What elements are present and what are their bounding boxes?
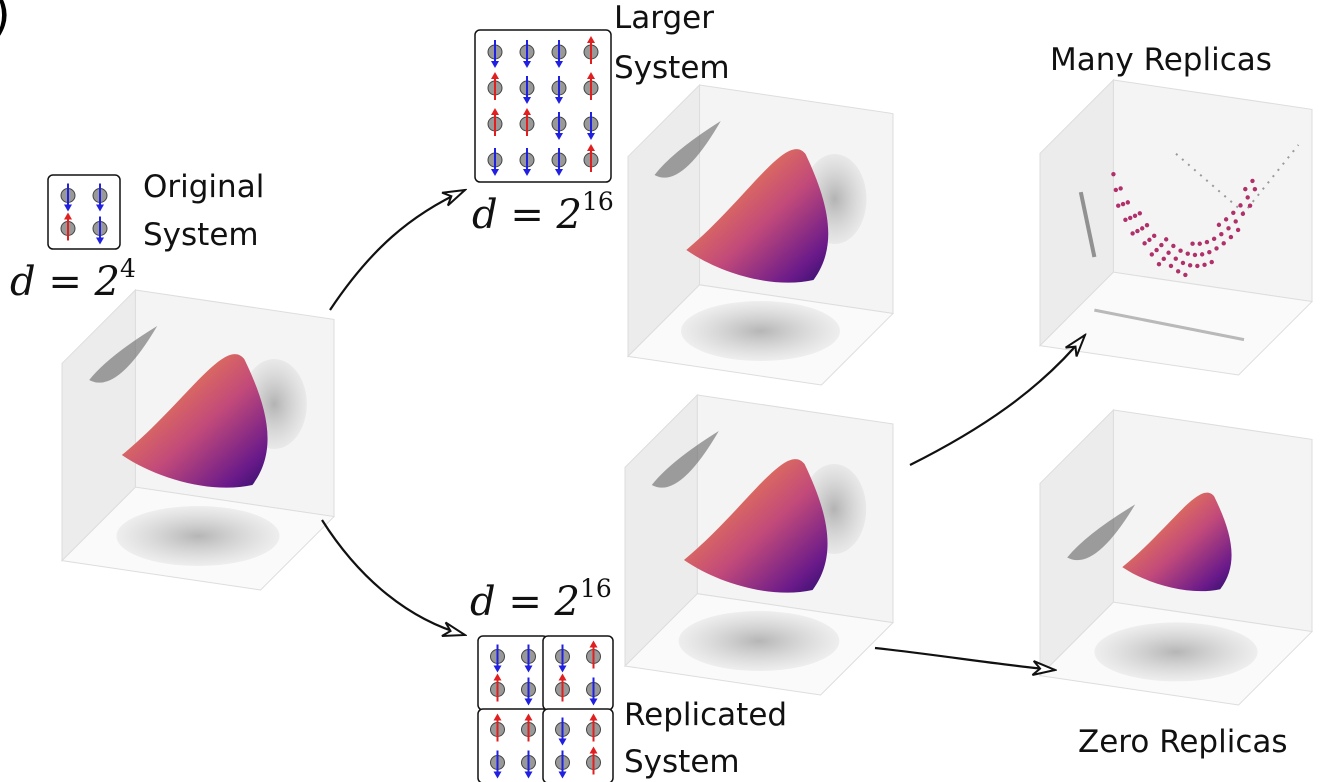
dimension: d = 216	[470, 574, 612, 625]
point	[1138, 211, 1142, 215]
label: System	[624, 744, 740, 780]
point	[1226, 226, 1230, 230]
point	[1202, 263, 1206, 267]
point	[1178, 249, 1182, 253]
cube-plot	[1040, 80, 1312, 375]
point	[1157, 262, 1161, 266]
arrow	[910, 335, 1085, 465]
point	[1250, 179, 1254, 183]
point	[1130, 231, 1134, 235]
point	[1162, 257, 1166, 261]
shadow	[679, 611, 840, 671]
point	[1128, 216, 1132, 220]
spin-box	[478, 709, 548, 782]
point	[1121, 202, 1125, 206]
point	[1116, 203, 1120, 207]
spin-box	[543, 709, 613, 782]
point	[1188, 263, 1192, 267]
point	[1205, 240, 1209, 244]
label: Larger	[614, 0, 714, 36]
cube-plot	[62, 290, 334, 590]
point	[1174, 257, 1178, 261]
dimension-exponent: 4	[120, 254, 136, 283]
point	[1186, 252, 1190, 256]
point	[1224, 217, 1228, 221]
point	[1164, 237, 1168, 241]
point	[1207, 250, 1211, 254]
point	[1231, 211, 1235, 215]
point	[1176, 269, 1180, 273]
point	[1248, 203, 1252, 207]
point	[1169, 264, 1173, 268]
point	[1219, 232, 1223, 236]
point	[1183, 273, 1187, 277]
point	[1171, 244, 1175, 248]
point	[1243, 187, 1247, 191]
point	[1253, 187, 1257, 191]
point	[1142, 241, 1146, 245]
spin-box	[543, 636, 613, 710]
point	[1147, 238, 1151, 242]
point	[1166, 251, 1170, 255]
point	[1214, 246, 1218, 250]
point	[1241, 212, 1245, 216]
point	[1229, 235, 1233, 239]
spin-box	[48, 175, 120, 249]
dimension: d = 24	[10, 254, 136, 305]
point	[1198, 242, 1202, 246]
label: Zero Replicas	[1078, 724, 1288, 760]
point	[1152, 234, 1156, 238]
dimension-base: d = 2	[10, 259, 120, 305]
spin-box	[478, 636, 548, 710]
point	[1200, 252, 1204, 256]
arrow	[330, 190, 465, 310]
point	[1111, 172, 1115, 176]
point	[1114, 188, 1118, 192]
cube-plot	[1040, 410, 1312, 705]
point	[1140, 226, 1144, 230]
label: Replicated	[624, 697, 787, 733]
point	[1238, 203, 1242, 207]
label: Original	[143, 169, 264, 205]
point	[1195, 264, 1199, 268]
shadow	[1094, 622, 1257, 681]
label: System	[143, 217, 259, 253]
point	[1212, 237, 1216, 241]
dimension-base: d = 2	[472, 192, 582, 238]
point	[1118, 186, 1122, 190]
dimension-base: d = 2	[470, 579, 580, 625]
point	[1236, 228, 1240, 232]
back-wall	[1113, 80, 1312, 302]
dimension: d = 216	[472, 187, 614, 238]
point	[1217, 223, 1221, 227]
point	[1123, 218, 1127, 222]
point	[1181, 261, 1185, 265]
point	[1145, 223, 1149, 227]
shadow	[681, 301, 840, 361]
arrow	[875, 648, 1055, 670]
point	[1150, 252, 1154, 256]
point	[1159, 243, 1163, 247]
point	[1190, 242, 1194, 246]
label: System	[614, 50, 730, 86]
shadow	[116, 506, 279, 566]
arrow	[322, 520, 465, 635]
point	[1193, 253, 1197, 257]
point	[1210, 260, 1214, 264]
cube-plot	[628, 85, 893, 385]
point	[1154, 248, 1158, 252]
point	[1126, 200, 1130, 204]
figure: ) Original System d = 24 Larger System d…	[0, 0, 1338, 782]
point	[1133, 214, 1137, 218]
dimension-exponent: 16	[580, 574, 612, 603]
dimension-exponent: 16	[582, 187, 614, 216]
point	[1234, 219, 1238, 223]
point	[1135, 229, 1139, 233]
page: ) Original System d = 24 Larger System d…	[0, 0, 1338, 782]
point	[1222, 241, 1226, 245]
point	[1245, 195, 1249, 199]
panel-tag: )	[0, 0, 11, 42]
cube-plot	[625, 395, 893, 695]
label: Many Replicas	[1050, 42, 1272, 78]
